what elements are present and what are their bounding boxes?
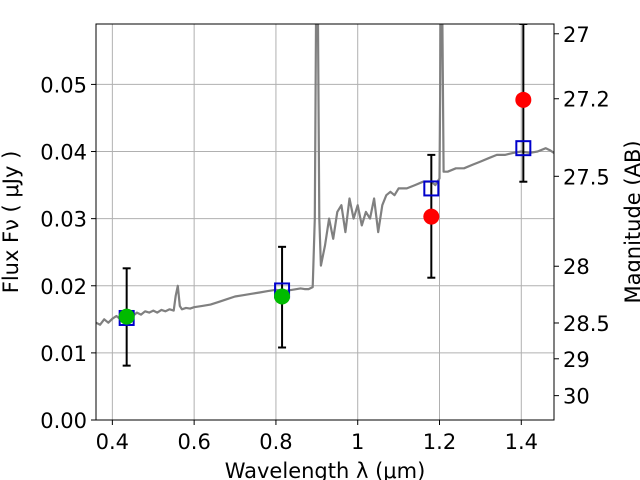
grid bbox=[96, 24, 554, 421]
sed-spectrum-line bbox=[96, 24, 554, 326]
right-tick-label: 27.2 bbox=[563, 88, 610, 112]
right-axis-label: Magnitude (AB) bbox=[621, 140, 640, 303]
right-tick-label: 27 bbox=[563, 23, 590, 47]
right-tick-label: 28 bbox=[563, 255, 590, 279]
photometry-point bbox=[423, 208, 440, 225]
y-tick-label: 0.01 bbox=[40, 342, 87, 366]
model-square-marker bbox=[423, 180, 440, 197]
right-tick-label: 27.5 bbox=[563, 165, 610, 189]
x-tick-label: 0.6 bbox=[177, 430, 210, 454]
y-tick-label: 0.04 bbox=[40, 141, 87, 165]
x-tick-label: 0.4 bbox=[96, 430, 129, 454]
x-tick-label: 1.4 bbox=[505, 430, 538, 454]
x-tick-label: 0.8 bbox=[259, 430, 292, 454]
photometry-point bbox=[274, 288, 291, 305]
plot-frame bbox=[95, 23, 555, 421]
right-axis-ticks: 27 27.2 27.5 28 28.5 29 30 bbox=[554, 23, 610, 409]
y-tick-label: 0.05 bbox=[40, 73, 87, 97]
right-tick-label: 30 bbox=[563, 385, 590, 409]
x-tick-label: 1.2 bbox=[423, 430, 456, 454]
photometry-point bbox=[515, 91, 532, 108]
model-square-marker bbox=[515, 140, 532, 157]
x-axis-ticks: 0.4 0.6 0.8 1 1.2 1.4 bbox=[96, 420, 538, 454]
y-tick-label: 0.00 bbox=[40, 409, 87, 433]
y-tick-label: 0.03 bbox=[40, 208, 87, 232]
markers-layer bbox=[118, 24, 532, 367]
y-tick-label: 0.02 bbox=[40, 275, 87, 299]
sed-line-layer bbox=[96, 24, 554, 326]
x-tick-label: 1 bbox=[351, 430, 364, 454]
y-axis-label: Flux Fν ( μJy ) bbox=[0, 151, 23, 294]
right-tick-label: 29 bbox=[563, 348, 590, 372]
right-tick-label: 28.5 bbox=[563, 312, 610, 336]
x-axis-label: Wavelength λ (μm) bbox=[225, 459, 426, 480]
y-axis-ticks: 0.00 0.01 0.02 0.03 0.04 0.05 bbox=[40, 73, 96, 433]
photometry-point bbox=[118, 308, 135, 325]
